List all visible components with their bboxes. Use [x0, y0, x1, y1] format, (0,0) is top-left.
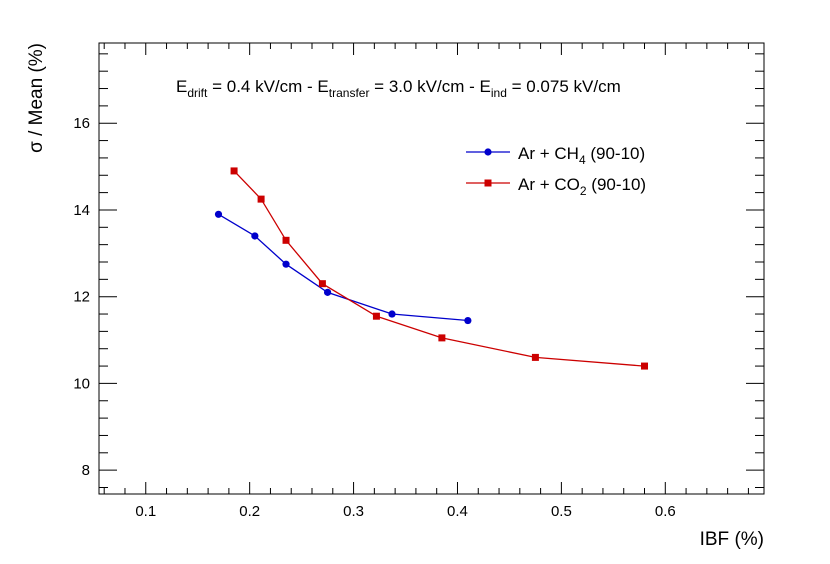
data-point-co2: [230, 167, 238, 175]
series-line-0: [218, 213, 468, 322]
annotation-e2-sub: transfer: [329, 86, 370, 100]
data-point-co2: [318, 280, 326, 288]
x-tick-label: 0.5: [551, 503, 572, 520]
annotation-e1-sub: drift: [187, 86, 208, 100]
data-point-co2: [438, 334, 446, 342]
y-tick-label: 16: [73, 115, 90, 132]
data-point-co2: [257, 195, 265, 203]
annotation-e3-rest: = 0.075 kV/cm: [507, 77, 621, 96]
x-axis: 0.1 0.2 0.3 0.4 0.5 0.6: [103, 43, 749, 520]
x-tick-label: 0.4: [447, 503, 468, 520]
legend-co2-sub: 2: [580, 184, 587, 198]
legend-ch4-sub: 4: [579, 153, 586, 167]
data-point-ch4: [282, 260, 290, 268]
data-point-ch4: [464, 316, 472, 325]
y-tick-label: 8: [82, 462, 90, 479]
y-axis: 8 10 12 14 16: [73, 53, 764, 488]
x-axis-label: IBF (%): [700, 529, 764, 550]
legend: Ar + CH4 (90-10) Ar + CO2 (90-10): [466, 144, 646, 198]
legend-co2-main: Ar + CO: [518, 175, 580, 194]
y-tick-label: 12: [73, 289, 90, 306]
legend-marker-ch4: [484, 148, 492, 156]
legend-marker-co2: [484, 179, 492, 187]
series-layer: [214, 167, 649, 370]
x-tick-label: 0.6: [655, 503, 676, 520]
data-point-ch4: [323, 288, 332, 296]
x-tick-label: 0.2: [239, 503, 260, 520]
data-point-ch4: [388, 310, 396, 318]
data-point-co2: [372, 312, 380, 320]
data-point-co2: [531, 353, 539, 361]
x-tick-label: 0.1: [135, 503, 156, 520]
annotation-e3: E: [480, 77, 491, 96]
data-point-co2: [641, 362, 649, 370]
annotation-e3-sub: ind: [491, 86, 507, 100]
y-tick-label: 10: [73, 375, 90, 392]
legend-ch4-tail: (90-10): [586, 144, 646, 163]
series-line-1: [233, 170, 645, 367]
data-point-co2: [282, 236, 290, 244]
legend-label-ch4: Ar + CH4 (90-10): [518, 144, 645, 167]
field-annotation: Edrift = 0.4 kV/cm - Etransfer = 3.0 kV/…: [176, 77, 621, 100]
annotation-e1-rest: = 0.4 kV/cm -: [207, 77, 317, 96]
y-tick-label: 14: [73, 202, 90, 219]
plot-frame: [98, 42, 765, 495]
legend-entry-co2: Ar + CO2 (90-10): [466, 175, 646, 198]
legend-entry-ch4: Ar + CH4 (90-10): [466, 144, 645, 167]
legend-label-co2: Ar + CO2 (90-10): [518, 175, 646, 198]
data-point-ch4: [251, 232, 259, 240]
legend-co2-tail: (90-10): [587, 175, 647, 194]
data-point-ch4: [214, 210, 223, 218]
y-axis-label: σ / Mean (%): [26, 43, 47, 153]
annotation-e1: E: [176, 77, 187, 96]
x-tick-label: 0.3: [343, 503, 364, 520]
legend-ch4-main: Ar + CH: [518, 144, 579, 163]
annotation-e2: E: [317, 77, 328, 96]
annotation-e2-rest: = 3.0 kV/cm -: [369, 77, 479, 96]
